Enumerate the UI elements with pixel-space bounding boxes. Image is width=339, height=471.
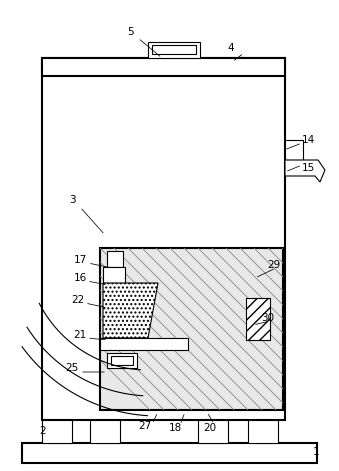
Text: 30: 30 xyxy=(261,313,275,323)
Text: 1: 1 xyxy=(313,447,319,457)
Bar xyxy=(100,338,188,350)
Bar xyxy=(198,420,228,443)
Text: 27: 27 xyxy=(138,421,152,431)
Text: 4: 4 xyxy=(228,43,234,53)
Text: 15: 15 xyxy=(301,163,315,173)
Polygon shape xyxy=(285,160,325,182)
Bar xyxy=(107,251,123,267)
Bar xyxy=(103,267,125,283)
Text: 18: 18 xyxy=(168,423,182,433)
Text: 5: 5 xyxy=(127,27,133,37)
Bar xyxy=(22,443,317,463)
Bar xyxy=(148,42,200,58)
Polygon shape xyxy=(103,283,158,338)
Text: 3: 3 xyxy=(69,195,75,205)
Text: 21: 21 xyxy=(73,330,87,340)
Bar xyxy=(246,298,270,340)
Bar xyxy=(152,45,196,54)
Bar xyxy=(90,420,120,443)
Bar xyxy=(107,353,137,368)
Text: 29: 29 xyxy=(267,260,281,270)
Text: 2: 2 xyxy=(40,426,46,436)
Bar xyxy=(285,140,303,160)
Text: 20: 20 xyxy=(203,423,217,433)
Text: 25: 25 xyxy=(65,363,79,373)
Bar xyxy=(42,58,285,76)
Text: 22: 22 xyxy=(72,295,85,305)
Bar xyxy=(111,356,133,365)
Text: 17: 17 xyxy=(73,255,87,265)
Bar xyxy=(248,420,278,443)
Bar xyxy=(42,420,72,443)
Text: 14: 14 xyxy=(301,135,315,145)
Bar xyxy=(42,58,285,420)
Bar xyxy=(100,248,283,410)
Text: 16: 16 xyxy=(73,273,87,283)
